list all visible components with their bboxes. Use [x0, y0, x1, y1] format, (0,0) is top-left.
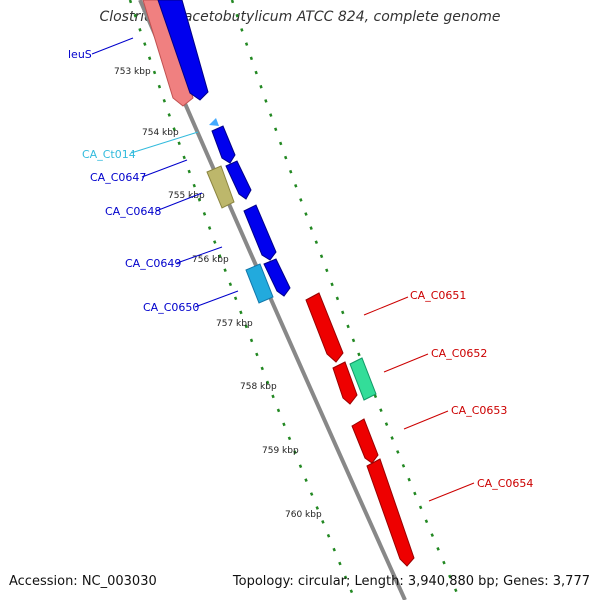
gene-CA_C0647[interactable] [211, 125, 236, 164]
leader-line [403, 410, 449, 430]
gene-feature-blue-mid[interactable] [225, 160, 252, 200]
gene-label-CA_C0647[interactable]: CA_C0647 [90, 171, 146, 184]
tick-label: 757 kbp [216, 319, 253, 329]
gene-CA_C0650[interactable] [245, 263, 274, 304]
gene-feature-blue-low[interactable] [263, 258, 291, 297]
leader-line [91, 37, 134, 55]
gene-feature-blue-top[interactable] [157, 0, 209, 101]
gene-label-CA_C0650[interactable]: CA_C0650 [143, 301, 199, 314]
leader-lines [91, 37, 475, 502]
leader-line [141, 159, 188, 178]
tick-label: 755 kbp [168, 191, 205, 201]
gene-label-CA_C0653[interactable]: CA_C0653 [451, 404, 507, 417]
gene-CA_Ct014[interactable] [209, 118, 219, 126]
gene-CA_C0654[interactable] [366, 458, 415, 567]
gene-features [142, 0, 415, 567]
gene-CA_C0648[interactable] [206, 165, 235, 209]
gene-label-CA_C0652[interactable]: CA_C0652 [431, 347, 487, 360]
leader-line [428, 482, 475, 502]
gene-leuS[interactable] [142, 0, 194, 107]
gene-CA_C0653[interactable] [351, 418, 379, 464]
tick-label: 754 kbp [142, 128, 179, 138]
tick-label: 758 kbp [240, 382, 277, 392]
tick-label: 756 kbp [192, 255, 229, 265]
gene-CA_C0652[interactable] [349, 357, 377, 401]
gene-label-CA_C0648[interactable]: CA_C0648 [105, 205, 161, 218]
gene-CA_C0651[interactable] [305, 292, 344, 363]
leader-line [176, 246, 223, 264]
gene-labels: leuS CA_Ct014 CA_C0647 CA_C0648 CA_C0649… [68, 48, 533, 490]
leader-line [383, 353, 429, 373]
map-title: Clostridium acetobutylicum ATCC 824, com… [99, 9, 501, 25]
leader-line [155, 192, 203, 212]
accession-text: Accession: NC_003030 [9, 574, 157, 589]
gene-label-CA_Ct014[interactable]: CA_Ct014 [82, 148, 136, 161]
tick-label: 753 kbp [114, 67, 151, 77]
tick-label-group: 753 kbp 754 kbp 755 kbp 756 kbp 757 kbp … [114, 67, 322, 520]
gene-feature-red-small[interactable] [332, 361, 358, 405]
gene-CA_C0649[interactable] [243, 204, 277, 261]
leader-line [194, 290, 239, 308]
leader-line [363, 296, 409, 316]
tick-label: 759 kbp [262, 446, 299, 456]
tick-label: 760 kbp [285, 510, 322, 520]
leader-line [130, 131, 199, 154]
gene-label-CA_C0654[interactable]: CA_C0654 [477, 477, 533, 490]
gene-label-leuS[interactable]: leuS [68, 48, 92, 61]
gene-label-CA_C0649[interactable]: CA_C0649 [125, 257, 181, 270]
genome-summary-text: Topology: circular; Length: 3,940,880 bp… [232, 574, 590, 589]
gene-label-CA_C0651[interactable]: CA_C0651 [410, 289, 466, 302]
